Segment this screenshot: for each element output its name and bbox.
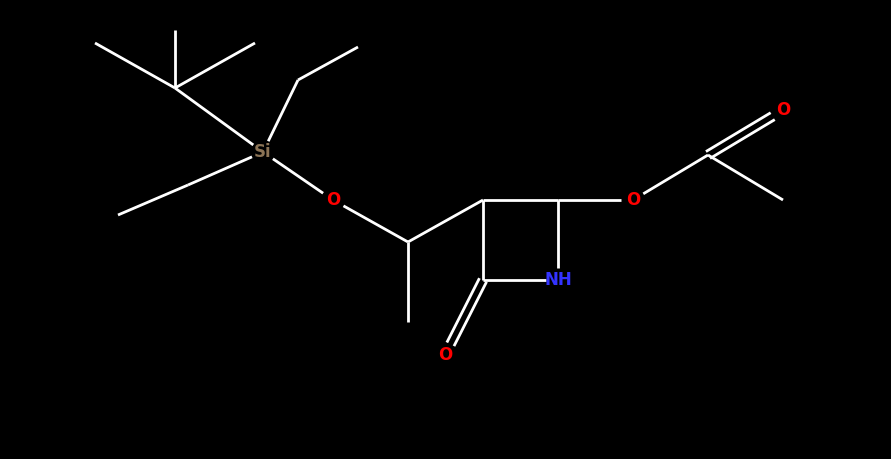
Text: O: O (625, 191, 640, 209)
Text: O: O (326, 191, 340, 209)
Text: NH: NH (544, 271, 572, 289)
Text: Si: Si (254, 143, 272, 161)
Text: O: O (437, 346, 452, 364)
Text: O: O (776, 101, 790, 119)
